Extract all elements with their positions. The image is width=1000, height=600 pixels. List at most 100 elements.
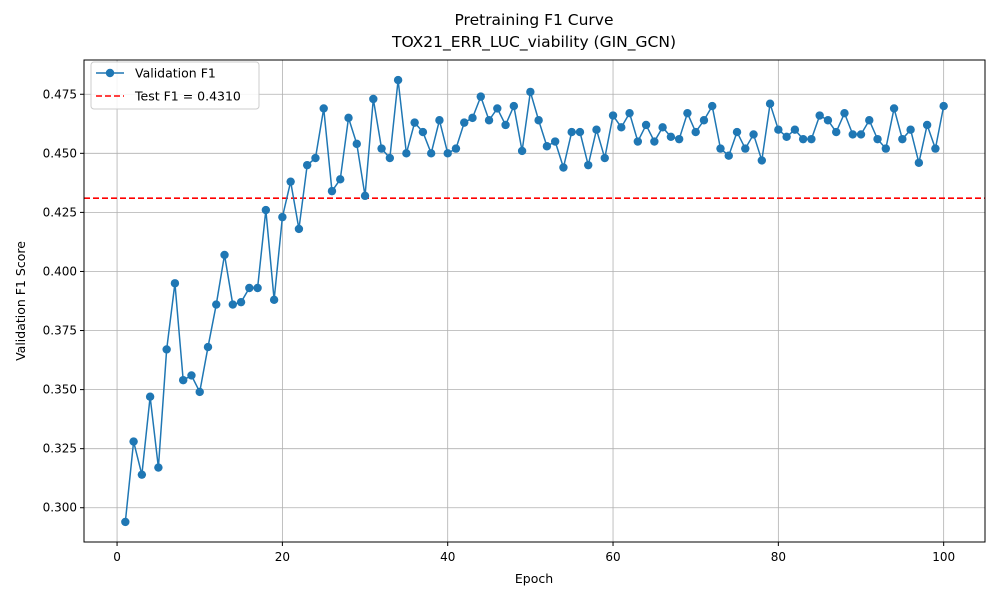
y-tick-label: 0.300 <box>43 501 77 515</box>
y-axis-ticks: 0.300 0.325 0.350 0.375 0.400 0.425 0.450 0.475 <box>43 87 84 515</box>
validation-f1-point <box>493 104 502 113</box>
validation-f1-point <box>327 186 337 196</box>
validation-f1-point <box>203 342 213 352</box>
validation-f1-point <box>889 104 899 113</box>
x-tick-label: 0 <box>113 550 121 564</box>
validation-f1-point <box>807 134 816 144</box>
validation-f1-point <box>691 127 700 137</box>
validation-f1-point <box>517 146 527 156</box>
validation-f1-point <box>765 99 775 108</box>
y-tick-label: 0.475 <box>43 87 77 101</box>
validation-f1-point <box>501 120 510 130</box>
validation-f1-point <box>526 87 535 97</box>
validation-f1-point <box>633 137 643 146</box>
validation-f1-point <box>865 116 874 125</box>
validation-f1-point <box>344 113 353 123</box>
validation-f1-point <box>567 127 576 137</box>
y-tick-label: 0.325 <box>43 442 77 456</box>
validation-f1-point <box>534 116 543 125</box>
validation-f1-point <box>195 387 204 397</box>
validation-f1-point <box>832 127 841 137</box>
validation-f1-point <box>683 108 692 118</box>
validation-f1-point <box>798 134 808 144</box>
validation-f1-point <box>716 144 725 153</box>
x-tick-label: 60 <box>605 550 620 564</box>
validation-f1-point <box>658 123 667 132</box>
validation-f1-point <box>410 118 419 127</box>
validation-f1-point <box>129 437 138 446</box>
x-tick-label: 20 <box>275 550 290 564</box>
validation-f1-point <box>757 156 767 165</box>
validation-f1-point <box>377 144 386 153</box>
validation-f1-point <box>815 111 824 120</box>
validation-f1-point <box>732 127 742 137</box>
validation-f1-point <box>873 134 882 144</box>
x-axis-label: Epoch <box>515 571 553 586</box>
validation-f1-point <box>782 132 791 141</box>
validation-f1-point <box>435 116 444 125</box>
legend: Validation F1 Test F1 = 0.4310 <box>90 61 260 110</box>
validation-f1-point <box>484 116 494 125</box>
plot-frame <box>83 59 986 543</box>
validation-f1-point <box>154 463 163 472</box>
validation-f1-point <box>220 250 229 260</box>
validation-f1-point <box>187 371 196 380</box>
y-tick-label: 0.375 <box>43 324 77 338</box>
validation-f1-point <box>650 137 659 146</box>
y-tick-label: 0.425 <box>43 205 77 219</box>
validation-f1-point <box>245 283 254 293</box>
validation-f1-point <box>311 153 320 163</box>
validation-f1-point <box>749 130 758 139</box>
validation-f1-point <box>137 470 147 479</box>
validation-f1-point <box>476 92 485 101</box>
chart-title: Pretraining F1 Curve <box>454 11 613 29</box>
validation-f1-point <box>418 127 428 137</box>
validation-f1-point <box>460 118 469 127</box>
validation-f1-point <box>617 123 626 132</box>
validation-f1-point <box>724 151 733 160</box>
validation-f1-point <box>451 144 461 153</box>
validation-f1-point <box>898 134 907 144</box>
validation-f1-point <box>121 517 130 527</box>
validation-f1-point <box>212 300 221 309</box>
legend-label-test: Test F1 = 0.4310 <box>134 89 241 104</box>
validation-f1-point <box>848 130 857 139</box>
chart-subtitle: TOX21_ERR_LUC_viability (GIN_GCN) <box>391 33 676 52</box>
validation-f1-point <box>278 212 287 222</box>
validation-f1-point <box>790 125 800 134</box>
series-layer <box>121 75 948 527</box>
validation-f1-point <box>922 120 932 130</box>
validation-f1-line <box>124 79 945 522</box>
validation-f1-point <box>286 177 295 186</box>
validation-f1-point <box>559 163 568 172</box>
validation-f1-point <box>881 144 891 153</box>
validation-f1-point <box>741 144 750 153</box>
y-tick-label: 0.450 <box>43 146 77 160</box>
y-tick-label: 0.400 <box>43 264 77 278</box>
validation-f1-point <box>708 101 717 111</box>
validation-f1-point <box>600 153 609 163</box>
validation-f1-point <box>774 125 783 134</box>
validation-f1-point <box>906 125 915 134</box>
validation-f1-point <box>385 153 395 163</box>
validation-f1-point <box>402 149 411 158</box>
validation-f1-point <box>840 108 849 118</box>
validation-f1-point <box>302 160 312 170</box>
validation-f1-point <box>426 149 436 158</box>
x-tick-label: 40 <box>440 550 455 564</box>
validation-f1-point <box>319 104 328 113</box>
x-tick-label: 80 <box>771 550 786 564</box>
validation-f1-point <box>443 149 452 158</box>
validation-f1-point <box>939 101 948 111</box>
validation-f1-point <box>674 134 684 144</box>
validation-f1-point <box>352 139 361 149</box>
validation-f1-point <box>269 295 279 305</box>
gridlines <box>84 60 985 542</box>
validation-f1-point <box>625 108 634 118</box>
validation-f1-point <box>336 175 345 184</box>
y-axis-label: Validation F1 Score <box>13 241 28 361</box>
validation-f1-point <box>360 191 370 201</box>
validation-f1-point <box>170 279 180 288</box>
validation-f1-point <box>294 224 304 234</box>
